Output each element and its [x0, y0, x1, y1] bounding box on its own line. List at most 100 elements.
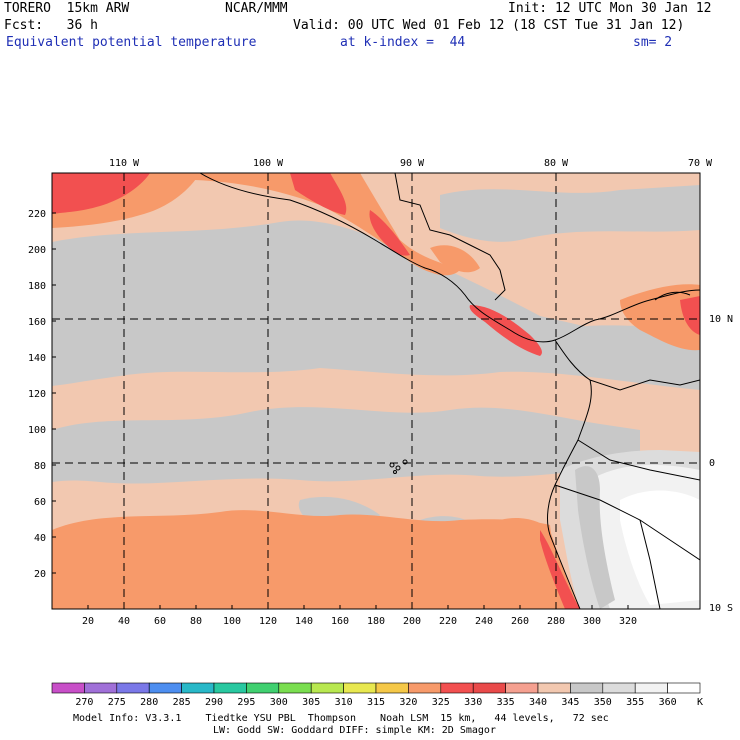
lon-label-110w: 110 W	[109, 158, 140, 169]
colorbar-tick-label: 290	[205, 697, 223, 708]
colorbar-swatch	[634, 682, 668, 694]
hot-peru-coast	[540, 530, 580, 609]
forecast-hour: Fcst: 36 h	[4, 18, 98, 33]
y-tick-label: 180	[28, 281, 46, 292]
lat-label-10n: 10 N	[709, 314, 733, 325]
lat-label-10s: 10 S	[709, 603, 733, 614]
colorbar-tick-label: 280	[140, 697, 158, 708]
x-tick-label: 280	[547, 616, 565, 627]
hot-costa-rica	[469, 305, 542, 356]
colorbar-swatch	[181, 682, 215, 694]
colorbar-tick-label: 350	[594, 697, 612, 708]
colorbar-tick-label: 320	[399, 697, 417, 708]
colorbar-unit: K	[697, 697, 703, 708]
colorbar-swatch	[84, 682, 118, 694]
y-tick-label: 20	[34, 569, 46, 580]
x-tick-label: 260	[511, 616, 529, 627]
colorbar-tick-label: 285	[173, 697, 191, 708]
x-tick-label: 140	[295, 616, 313, 627]
grey-belt-south	[52, 407, 640, 484]
y-tick-label: 220	[28, 209, 46, 220]
y-tick-label: 60	[34, 497, 46, 508]
x-tick-label: 320	[619, 616, 637, 627]
colorbar-tick-label: 325	[432, 697, 450, 708]
hot-northwest	[52, 173, 150, 214]
colorbar-tick-label: 330	[464, 697, 482, 708]
smoothing-label: sm= 2	[633, 35, 673, 50]
colorbar-swatch	[667, 682, 701, 694]
colorbar-swatch	[51, 682, 85, 694]
x-tick-label: 300	[583, 616, 601, 627]
coastlines	[199, 173, 700, 609]
y-axis: 20 40 60 80 100 120 140 160 180 200 220	[28, 209, 56, 580]
colorbar-tick-label: 300	[270, 697, 288, 708]
colorbar-swatch	[310, 682, 344, 694]
y-tick-label: 40	[34, 533, 46, 544]
andes-grey-strip	[575, 466, 615, 609]
footer-physics-info: LW: Godd SW: Goddard DIFF: simple KM: 2D…	[213, 725, 496, 736]
x-tick-label: 80	[190, 616, 202, 627]
graticule	[52, 173, 700, 609]
center-name: NCAR/MMM	[225, 1, 288, 16]
colorbar-labels: 270 275 280 285 290 295 300 305 310 315 320 325 330 3…	[75, 697, 676, 708]
colorbar-swatch	[278, 682, 312, 694]
colorbar-swatch	[408, 682, 442, 694]
y-tick-label: 100	[28, 425, 46, 436]
colorbar-swatch	[246, 682, 280, 694]
y-tick-label: 140	[28, 353, 46, 364]
x-tick-label: 40	[118, 616, 130, 627]
lon-label-70w: 70 W	[688, 158, 713, 169]
colorbar	[51, 682, 701, 694]
field-name: Equivalent potential temperature	[6, 35, 257, 50]
colorbar-tick-label: 305	[302, 697, 320, 708]
y-tick-label: 120	[28, 389, 46, 400]
lon-label-100w: 100 W	[253, 158, 284, 169]
warm-caribbean	[620, 284, 700, 351]
colorbar-swatch	[472, 682, 506, 694]
colorbar-tick-label: 340	[529, 697, 547, 708]
colorbar-swatch	[440, 682, 474, 694]
x-tick-label: 100	[223, 616, 241, 627]
x-tick-label: 200	[403, 616, 421, 627]
colorbar-swatch	[343, 682, 377, 694]
colorbar-swatch	[116, 682, 150, 694]
valid-time: Valid: 00 UTC Wed 01 Feb 12 (18 CST Tue …	[293, 18, 685, 33]
warm-south-band	[52, 510, 560, 609]
model-name: TORERO 15km ARW	[4, 1, 130, 16]
hot-caribbean	[680, 296, 700, 335]
warm-central-america	[430, 245, 480, 273]
footer-model-info: Model Info: V3.3.1 Tiedtke YSU PBL Thomp…	[73, 713, 609, 724]
map-panel	[52, 173, 700, 609]
colorbar-tick-label: 345	[561, 697, 579, 708]
colorbar-tick-label: 360	[659, 697, 677, 708]
lat-label-0: 0	[709, 458, 715, 469]
y-tick-label: 200	[28, 245, 46, 256]
lon-label-90w: 90 W	[400, 158, 425, 169]
hot-guatemala	[369, 210, 410, 256]
x-tick-label: 20	[82, 616, 94, 627]
colorbar-tick-label: 310	[335, 697, 353, 708]
colorbar-swatch	[570, 682, 604, 694]
x-tick-label: 240	[475, 616, 493, 627]
colorbar-swatch	[148, 682, 182, 694]
colorbar-tick-label: 270	[75, 697, 93, 708]
colorbar-tick-label: 295	[237, 697, 255, 708]
y-tick-label: 80	[34, 461, 46, 472]
colorbar-swatch	[602, 682, 636, 694]
colorbar-tick-label: 335	[497, 697, 515, 708]
colorbar-swatch	[537, 682, 571, 694]
hot-mexico-coast	[290, 173, 347, 215]
colorbar-swatch	[213, 682, 247, 694]
x-tick-label: 60	[154, 616, 166, 627]
colorbar-tick-label: 315	[367, 697, 385, 708]
colorbar-tick-label: 355	[626, 697, 644, 708]
colorbar-tick-label: 275	[108, 697, 126, 708]
colorbar-swatch	[505, 682, 539, 694]
x-tick-label: 160	[331, 616, 349, 627]
andes-whitest	[620, 490, 700, 605]
level-label: at k-index = 44	[340, 35, 466, 50]
x-axis: 20 40 60 80 100 120 140 160 180 200 220 240 260 280 30…	[82, 605, 637, 627]
x-tick-label: 220	[439, 616, 457, 627]
x-tick-label: 120	[259, 616, 277, 627]
